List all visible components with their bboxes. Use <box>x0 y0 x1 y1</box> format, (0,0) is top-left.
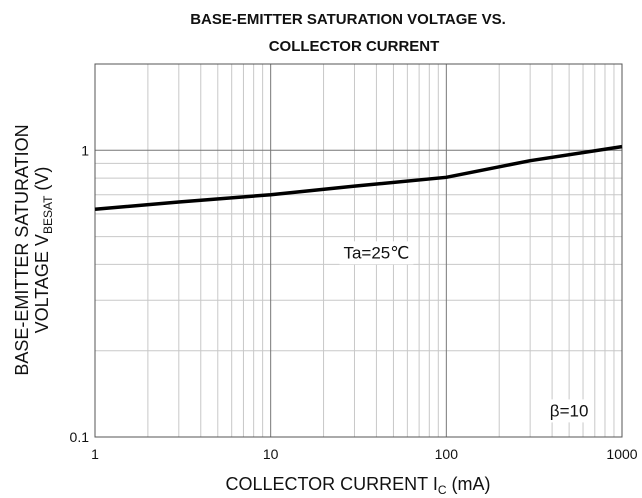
x-tick-label: 10 <box>263 446 279 462</box>
annotation-background <box>339 241 414 265</box>
x-tick-label: 1 <box>91 446 99 462</box>
annotation-background <box>545 399 593 423</box>
annotation: Ta=25℃ <box>343 243 409 262</box>
y-axis-label-sub: BESAT <box>41 195 55 234</box>
chart-title: COLLECTOR CURRENT <box>269 38 440 55</box>
y-tick-label: 0.1 <box>70 429 90 445</box>
chart-title: BASE-EMITTER SATURATION VOLTAGE VS. <box>190 11 506 28</box>
y-axis-label-tail: (V) <box>32 167 52 196</box>
x-axis-label: COLLECTOR CURRENT IC (mA) <box>225 474 490 497</box>
x-tick-label: 1000 <box>606 446 637 462</box>
x-tick-label: 100 <box>435 446 459 462</box>
x-axis-label-text: COLLECTOR CURRENT I <box>225 474 437 494</box>
x-axis-label-tail: (mA) <box>447 474 491 494</box>
y-axis-label: BASE-EMITTER SATURATION VOLTAGE VBESAT (… <box>12 124 55 375</box>
annotation: β=10 <box>550 401 589 420</box>
y-axis-label-text: VOLTAGE V <box>32 234 52 333</box>
x-axis-label-sub: C <box>438 483 447 497</box>
y-axis-label-line: VOLTAGE VBESAT (V) <box>32 167 55 334</box>
line <box>94 144 623 211</box>
plot-border <box>94 63 623 438</box>
y-tick-label: 1 <box>81 142 89 158</box>
y-axis-label-line: BASE-EMITTER SATURATION <box>12 124 32 375</box>
